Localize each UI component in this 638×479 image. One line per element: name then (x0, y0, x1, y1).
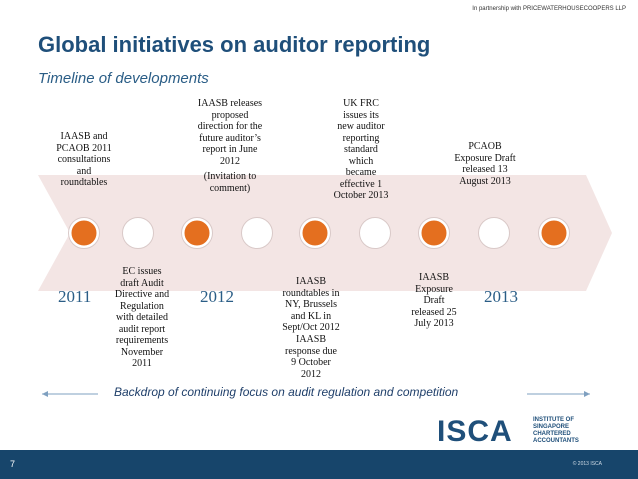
copyright-text: © 2013 ISCA (572, 461, 602, 467)
note-iaasb-pcaob-2011: IAASB and PCAOB 2011 consultations and r… (56, 131, 112, 188)
page-title: Global initiatives on auditor reporting (38, 32, 431, 57)
page-number: 7 (10, 459, 16, 469)
note-uk-frc: UK FRC issues its new auditor reporting … (333, 98, 389, 201)
milestone-open-2 (122, 217, 154, 249)
logo-subtitle: INSTITUTE OF SINGAPORE CHARTERED ACCOUNT… (533, 417, 579, 444)
year-2013: 2013 (484, 287, 518, 306)
note-iaasb-roundtables: IAASB roundtables in NY, Brussels and KL… (282, 276, 340, 333)
milestone-ring-9 (538, 217, 570, 249)
milestone-ring-6 (359, 217, 391, 249)
partnership-text: In partnership with PRICEWATERHOUSECOOPE… (472, 6, 626, 12)
note-iaasb-response: IAASB response due 9 October 2012 (285, 334, 337, 380)
milestone-ring-7 (418, 217, 450, 249)
note-ec-issues: EC issues draft Audit Directive and Regu… (114, 266, 170, 369)
milestone-open-8 (478, 217, 510, 249)
year-2012: 2012 (200, 287, 234, 306)
footer-bar (0, 450, 638, 479)
milestone-filled-3 (181, 217, 213, 249)
milestone-filled-5 (299, 217, 331, 249)
milestone-ring-4 (241, 217, 273, 249)
logo-wordmark: ISCA (437, 415, 513, 448)
milestone-filled-7 (418, 217, 450, 249)
milestone-open-4 (241, 217, 273, 249)
milestone-ring-8 (478, 217, 510, 249)
milestone-ring-1 (68, 217, 100, 249)
note-iaasb-exposure: IAASB Exposure Draft released 25 July 20… (411, 272, 457, 329)
milestone-filled-1 (68, 217, 100, 249)
milestone-open-6 (359, 217, 391, 249)
milestone-ring-5 (299, 217, 331, 249)
note-iaasb-releases: IAASB releases proposed direction for th… (197, 98, 263, 194)
backdrop-text: Backdrop of continuing focus on audit re… (114, 385, 459, 399)
backdrop-arrowhead-right (584, 391, 590, 397)
backdrop-arrowhead-left (42, 391, 48, 397)
note-pcaob-draft: PCAOB Exposure Draft released 13 August … (454, 141, 516, 187)
milestone-ring-2 (122, 217, 154, 249)
page-subtitle: Timeline of developments (38, 70, 209, 87)
year-2011: 2011 (58, 287, 92, 306)
milestone-ring-3 (181, 217, 213, 249)
milestone-filled-9 (538, 217, 570, 249)
